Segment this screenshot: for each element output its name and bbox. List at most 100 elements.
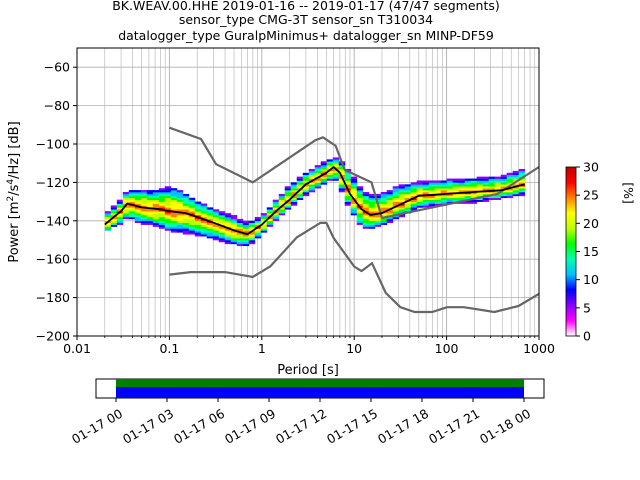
- heatmap-cell: [314, 174, 322, 177]
- heatmap-cell: [410, 195, 418, 199]
- heatmap-cell: [332, 165, 340, 168]
- heatmap-cell: [146, 199, 154, 202]
- heatmap-cell: [404, 201, 412, 204]
- heatmap-cell: [236, 240, 244, 243]
- heatmap-cell: [518, 186, 526, 189]
- heatmap-cell: [380, 192, 388, 195]
- heatmap-cell: [350, 192, 358, 195]
- heatmap-cell: [422, 195, 430, 199]
- heatmap-cell: [182, 230, 190, 233]
- heatmap-cell: [350, 195, 358, 199]
- heatmap-cell: [260, 224, 268, 227]
- heatmap-cell: [128, 199, 136, 202]
- heatmap-cell: [236, 234, 244, 237]
- heatmap-cell: [230, 238, 238, 241]
- heatmap-cell: [212, 211, 220, 214]
- heatmap-cell: [302, 186, 310, 189]
- heatmap-cell: [338, 178, 346, 181]
- heatmap-cell: [302, 178, 310, 181]
- heatmap-cell: [308, 190, 316, 193]
- heatmap-cell: [410, 199, 418, 202]
- heatmap-cell: [122, 193, 130, 197]
- heatmap-cell: [518, 174, 526, 177]
- heatmap-cell: [242, 220, 250, 224]
- heatmap-cell: [512, 193, 520, 197]
- heatmap-cell: [158, 222, 166, 225]
- heatmap-cell: [242, 236, 250, 239]
- heatmap-cell: [386, 203, 394, 206]
- heatmap-cell: [272, 205, 280, 208]
- heatmap-cell: [272, 216, 280, 220]
- heatmap-cell: [218, 240, 226, 243]
- heatmap-cell: [212, 230, 220, 233]
- heatmap-cell: [392, 215, 400, 218]
- heatmap-cell: [218, 216, 226, 220]
- y-tick-label: −180: [36, 290, 70, 305]
- title-line-3: datalogger_type GuralpMinimus+ datalogge…: [118, 28, 494, 43]
- heatmap-cell: [266, 220, 274, 224]
- heatmap-cell: [272, 207, 280, 210]
- heatmap-cell: [188, 211, 196, 214]
- heatmap-cell: [290, 190, 298, 193]
- heatmap-cell: [398, 190, 406, 193]
- heatmap-cell: [344, 176, 352, 179]
- heatmap-cell: [224, 224, 232, 227]
- heatmap-cell: [194, 228, 202, 231]
- colorbar-tick-label: 0: [583, 329, 591, 344]
- heatmap-cell: [206, 230, 214, 233]
- heatmap-cell: [332, 170, 340, 174]
- heatmap-cell: [326, 172, 334, 176]
- heatmap-cell: [386, 211, 394, 214]
- heatmap-cell: [434, 182, 442, 185]
- heatmap-cell: [320, 176, 328, 179]
- heatmap-cell: [404, 188, 412, 191]
- heatmap-cell: [212, 224, 220, 227]
- heatmap-cell: [128, 215, 136, 218]
- heatmap-cell: [350, 190, 358, 193]
- median-psd: [104, 166, 525, 236]
- heatmap-cell: [116, 213, 124, 216]
- heatmap-cell: [170, 228, 178, 231]
- heatmap-cell: [386, 195, 394, 199]
- heatmap-cell: [200, 203, 208, 206]
- heatmap-cell: [434, 192, 442, 195]
- heatmap-cell: [440, 180, 448, 183]
- heatmap-cell: [350, 213, 358, 216]
- heatmap-cell: [164, 222, 172, 225]
- heatmap-cell: [356, 215, 364, 218]
- heatmap-cell: [476, 176, 484, 179]
- heatmap-cell: [434, 203, 442, 206]
- heatmap-cell: [398, 192, 406, 195]
- heatmap-cell: [188, 197, 196, 200]
- heatmap-cell: [368, 201, 376, 204]
- heatmap-cell: [122, 205, 130, 208]
- heatmap-cell: [440, 195, 448, 199]
- heatmap-cell: [482, 180, 490, 183]
- heatmap-cell: [446, 197, 454, 200]
- heatmap-cell: [470, 201, 478, 204]
- heatmap-cell: [422, 190, 430, 193]
- heatmap-cell: [146, 205, 154, 208]
- heatmap-cell: [470, 193, 478, 197]
- heatmap-cell: [242, 226, 250, 229]
- heatmap-cell: [308, 176, 316, 179]
- heatmap-cell: [446, 190, 454, 193]
- colorbar-tick-label: 20: [583, 216, 599, 231]
- heatmap-cell: [176, 216, 184, 220]
- heatmap-cell: [182, 195, 190, 199]
- heatmap-cell: [164, 193, 172, 197]
- heatmap-cell: [482, 188, 490, 191]
- heatmap-cell: [236, 226, 244, 229]
- colorbar-tick-label: 30: [583, 160, 599, 175]
- heatmap-cell: [326, 170, 334, 174]
- heatmap-cell: [356, 203, 364, 206]
- heatmap-cell: [350, 209, 358, 212]
- heatmap-cell: [464, 201, 472, 204]
- heatmap-cell: [134, 220, 142, 224]
- heatmap-cell: [356, 218, 364, 222]
- y-tick-label: −140: [36, 213, 70, 228]
- heatmap-cell: [368, 195, 376, 199]
- heatmap-cell: [512, 176, 520, 179]
- heatmap-cell: [428, 197, 436, 200]
- heatmap-cell: [242, 241, 250, 245]
